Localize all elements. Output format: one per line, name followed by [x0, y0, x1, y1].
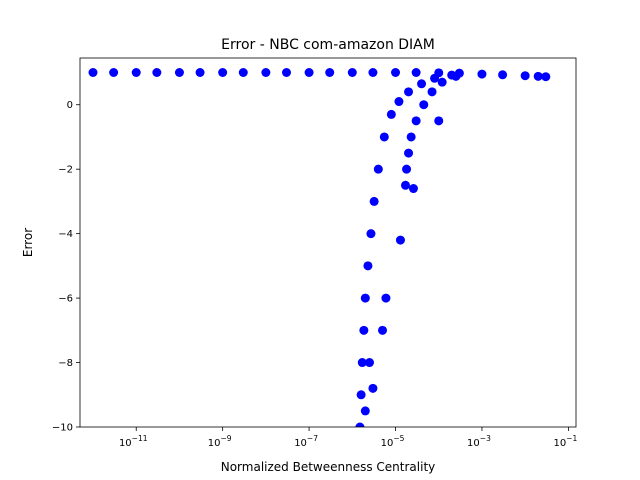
y-tick-label: −6	[58, 294, 73, 305]
scatter-point	[373, 164, 383, 174]
scatter-point	[368, 383, 378, 393]
scatter-point	[386, 109, 396, 119]
scatter-point	[261, 68, 271, 78]
scatter-point	[363, 261, 373, 271]
x-tick-label: 10−11	[119, 434, 148, 449]
y-tick-label: −8	[58, 358, 73, 369]
scatter-point	[218, 68, 228, 78]
scatter-point	[404, 148, 414, 158]
scatter-point	[355, 422, 365, 427]
scatter-point	[369, 196, 379, 206]
scatter-point	[404, 87, 414, 97]
scatter-point	[365, 358, 375, 368]
scatter-point	[477, 69, 487, 79]
scatter-point	[325, 68, 335, 78]
scatter-point	[430, 73, 440, 83]
y-tick-label: −4	[58, 229, 73, 240]
x-tick-label: 10−7	[294, 434, 318, 449]
scatter-point	[417, 79, 427, 89]
scatter-point	[281, 68, 291, 78]
scatter-point	[391, 68, 401, 78]
scatter-point	[347, 68, 357, 78]
scatter-point	[498, 70, 508, 80]
scatter-point	[541, 72, 551, 82]
x-axis: 10−11 10−9 10−7 10−5 10−3 10−1	[119, 427, 578, 449]
scatter-points	[88, 68, 551, 427]
scatter-point	[427, 87, 437, 97]
scatter-point	[356, 390, 366, 400]
y-axis: 0 −2 −4 −6 −8 −10	[52, 100, 80, 434]
x-tick-label: 10−5	[381, 434, 405, 449]
scatter-point	[368, 68, 378, 78]
y-axis-title: Error	[21, 228, 35, 257]
scatter-point	[411, 68, 421, 78]
scatter-point	[152, 68, 162, 78]
scatter-point	[381, 293, 391, 303]
scatter-point	[359, 325, 369, 335]
scatter-point	[366, 229, 376, 239]
scatter-point	[379, 132, 389, 142]
scatter-point	[109, 68, 119, 78]
scatter-point	[402, 164, 412, 174]
scatter-point	[88, 68, 98, 78]
scatter-point	[533, 71, 543, 81]
scatter-point	[378, 325, 388, 335]
scatter-point	[406, 132, 416, 142]
x-tick-label: 10−9	[208, 434, 232, 449]
x-axis-title: Normalized Betweenness Centrality	[221, 460, 436, 474]
scatter-point	[419, 100, 429, 110]
scatter-point	[195, 68, 205, 78]
x-tick-label: 10−3	[467, 434, 491, 449]
y-tick-label: −10	[52, 423, 73, 434]
scatter-point	[304, 68, 314, 78]
scatter-point	[238, 68, 248, 78]
scatter-point	[131, 68, 141, 78]
scatter-point	[395, 235, 405, 245]
y-tick-label: 0	[67, 100, 73, 111]
scatter-point	[408, 184, 418, 194]
plot-frame	[79, 57, 577, 428]
scatter-point	[360, 293, 370, 303]
scatter-point	[357, 358, 367, 368]
scatter-point	[174, 68, 184, 78]
scatter-point	[437, 77, 447, 87]
scatter-point	[360, 406, 370, 416]
scatter-point	[434, 116, 444, 126]
y-tick-label: −2	[58, 165, 73, 176]
chart-title: Error - NBC com-amazon DIAM	[221, 37, 435, 53]
scatter-point	[411, 116, 421, 126]
scatter-point	[520, 71, 530, 81]
x-tick-label: 10−1	[553, 434, 577, 449]
scatter-point	[451, 71, 461, 81]
scatter-point	[400, 180, 410, 190]
scatter-point	[394, 97, 404, 107]
